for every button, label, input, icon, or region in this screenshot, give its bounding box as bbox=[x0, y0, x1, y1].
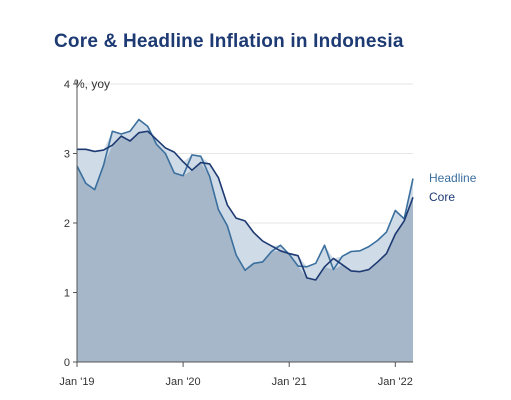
area-fill bbox=[77, 131, 413, 362]
x-tick-label: Jan '22 bbox=[378, 376, 413, 388]
series-line-core bbox=[77, 130, 414, 281]
axes bbox=[73, 80, 413, 367]
chart-title: Core & Headline Inflation in Indonesia bbox=[54, 31, 404, 52]
series-line-headline bbox=[76, 118, 414, 272]
area-layer bbox=[77, 119, 413, 362]
y-tick-label-0: 0 bbox=[64, 357, 70, 369]
y-tick-label-3: 3 bbox=[64, 149, 70, 161]
labels: 0 1 2 3 4 %, yoy Jan '19 Jan '20 Jan '21 Jan '22 H… bbox=[59, 77, 476, 388]
legend-headline: Headline bbox=[429, 171, 477, 185]
y-tick-label-2: 2 bbox=[64, 218, 70, 230]
x-tick-label: Jan '19 bbox=[59, 376, 94, 388]
y-tick-label-1: 1 bbox=[64, 288, 70, 300]
series-lines bbox=[76, 118, 414, 281]
y-unit-label: %, yoy bbox=[74, 77, 110, 91]
x-tick-label: Jan '21 bbox=[272, 376, 307, 388]
legend-core: Core bbox=[429, 190, 455, 204]
x-tick-label: Jan '20 bbox=[166, 376, 201, 388]
y-tick-label-4: 4 bbox=[64, 79, 70, 91]
